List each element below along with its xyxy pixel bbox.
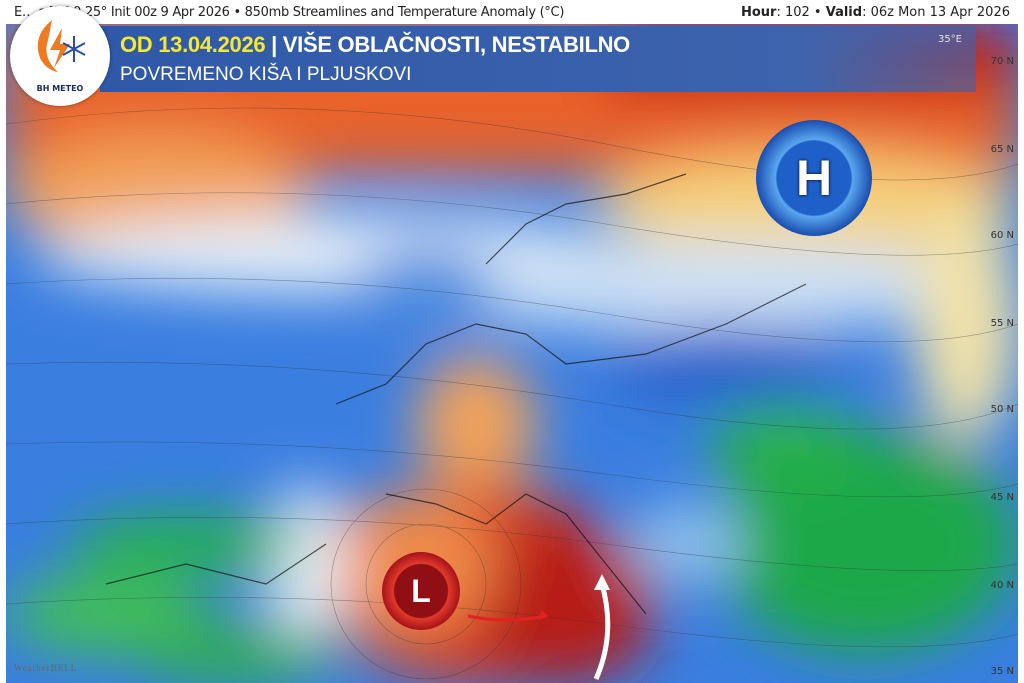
bh-meteo-logo: BH METEO [10, 6, 110, 106]
low-movement-arrow [467, 614, 547, 622]
banner-title: OD 13.04.2026 | VIŠE OBLAČNOSTI, NESTABI… [120, 32, 630, 57]
lat-label: 35 N [990, 666, 1014, 677]
warm-advection-arrow [593, 583, 611, 681]
lon-label: 35°E [937, 34, 962, 45]
lat-label: 55 N [990, 318, 1014, 329]
model-info-bar: E… s [M] 0.25° Init 00z 9 Apr 2026 • 850… [0, 0, 1024, 24]
watermark: WeatherBELL [14, 663, 78, 673]
high-pressure-icon: H [756, 120, 872, 236]
temperature-anomaly-map [6, 24, 1018, 683]
banner-subtitle: POVREMENO KIŠA I PLJUSKOVI [120, 64, 412, 85]
low-pressure-icon: L [382, 552, 460, 630]
lat-label: 70 N [990, 56, 1014, 67]
lat-label: 40 N [990, 580, 1014, 591]
lightning-snowflake-icon [37, 20, 86, 72]
lat-label: 60 N [990, 230, 1014, 241]
lat-label: 50 N [990, 404, 1014, 415]
lat-label: 45 N [990, 492, 1014, 503]
model-line: E… s [M] 0.25° Init 00z 9 Apr 2026 • 850… [14, 5, 565, 20]
lat-label: 65 N [990, 144, 1014, 155]
forecast-banner: OD 13.04.2026 | VIŠE OBLAČNOSTI, NESTABI… [100, 26, 976, 92]
valid-info: Hour: 102 • Valid: 06z Mon 13 Apr 2026 [740, 5, 1010, 20]
